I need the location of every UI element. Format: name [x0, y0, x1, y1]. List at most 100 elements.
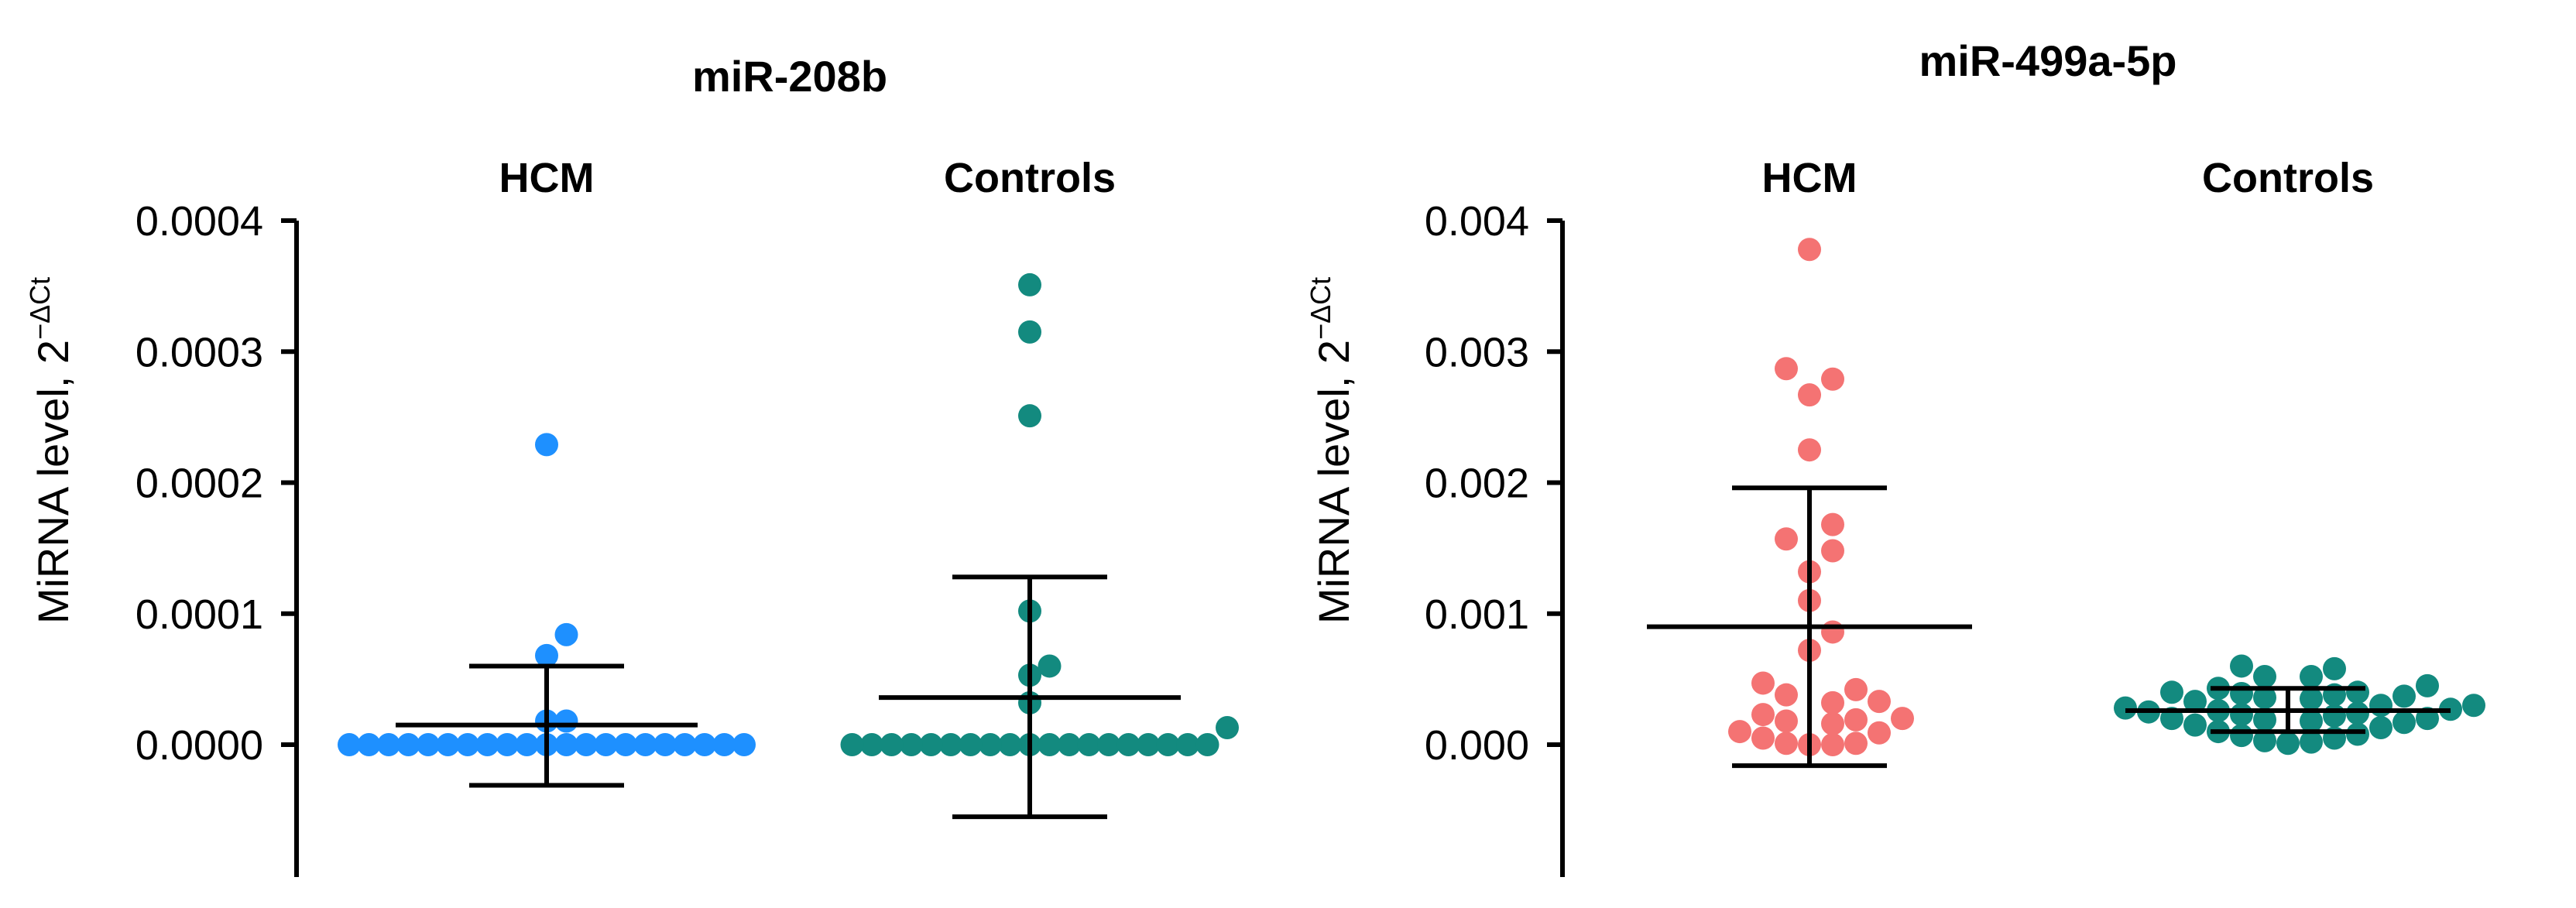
data-point-hcm — [1775, 732, 1798, 756]
data-point-controls — [2346, 701, 2369, 725]
data-point-controls — [2160, 680, 2183, 704]
data-point-controls — [2300, 709, 2323, 733]
data-points — [1728, 238, 2485, 756]
category-label-controls: Controls — [2202, 155, 2374, 201]
y-tick-label: 0.003 — [1425, 329, 1529, 375]
data-point-controls — [2323, 704, 2346, 728]
y-axis-label: MiRNA level, 2−ΔCt — [24, 277, 77, 624]
data-point-hcm — [1798, 238, 1821, 262]
data-point-hcm — [456, 733, 479, 756]
data-point-controls — [959, 733, 983, 756]
y-axis-label-text: MiRNA level, 2 — [1309, 340, 1358, 624]
data-point-controls — [900, 733, 923, 756]
y-tick-label: 0.002 — [1425, 461, 1529, 507]
data-point-controls — [2346, 722, 2369, 746]
data-point-hcm — [1798, 438, 1821, 462]
data-point-hcm — [633, 733, 657, 756]
data-point-hcm — [436, 733, 460, 756]
y-tick-label: 0.0002 — [135, 461, 263, 507]
data-point-controls — [2230, 703, 2253, 727]
data-point-controls — [2300, 687, 2323, 711]
data-point-hcm — [515, 733, 539, 756]
data-point-hcm — [1844, 677, 1868, 701]
data-point-controls — [2253, 664, 2276, 688]
chart-title: miR-208b — [692, 52, 887, 101]
data-point-hcm — [575, 733, 598, 756]
data-point-controls — [1018, 404, 1041, 428]
data-point-hcm — [1821, 539, 1844, 563]
data-point-controls — [2462, 694, 2485, 718]
data-point-hcm — [1821, 733, 1844, 756]
data-point-controls — [1097, 733, 1120, 756]
data-point-controls — [2183, 713, 2207, 737]
data-point-hcm — [1798, 383, 1821, 407]
data-point-hcm — [1844, 732, 1868, 756]
y-tick-label: 0.004 — [1425, 198, 1529, 245]
data-point-hcm — [535, 433, 558, 457]
data-point-hcm — [357, 733, 381, 756]
data-point-controls — [1038, 733, 1062, 756]
data-point-hcm — [1775, 357, 1798, 381]
category-label-controls: Controls — [944, 155, 1116, 201]
data-point-controls — [2253, 728, 2276, 752]
data-point-controls — [1137, 733, 1160, 756]
y-tick-label: 0.0003 — [135, 329, 263, 375]
data-point-hcm — [554, 733, 578, 756]
data-point-controls — [1176, 733, 1199, 756]
data-point-hcm — [475, 733, 499, 756]
y-axis-ticks: 0.000 0.001 0.002 0.003 0.004 — [1425, 198, 1562, 769]
data-point-controls — [2369, 694, 2392, 718]
data-point-hcm — [693, 733, 716, 756]
data-point-controls — [2392, 684, 2416, 708]
data-point-hcm — [1775, 709, 1798, 733]
data-point-controls — [1156, 733, 1180, 756]
data-point-hcm — [1775, 683, 1798, 707]
error-bars — [396, 574, 1181, 820]
data-point-hcm — [1821, 512, 1844, 536]
panel-mir-499a-5p: miR-499a-5p HCM Controls MiRNA level, 2−… — [1305, 36, 2485, 877]
data-point-hcm — [496, 733, 519, 756]
data-point-controls — [2300, 730, 2323, 754]
y-axis-label-superscript: −ΔCt — [1305, 277, 1336, 340]
data-point-controls — [998, 733, 1022, 756]
data-point-hcm — [1728, 720, 1751, 744]
data-point-controls — [2230, 654, 2253, 678]
data-point-hcm — [673, 733, 697, 756]
data-point-hcm — [554, 622, 578, 646]
y-axis-ticks: 0.0000 0.0001 0.0002 0.0003 0.0004 — [135, 198, 297, 769]
data-point-hcm — [338, 733, 361, 756]
data-point-controls — [1018, 272, 1041, 296]
data-point-hcm — [1844, 708, 1868, 732]
data-point-controls — [2276, 732, 2300, 756]
data-point-hcm — [1868, 721, 1891, 745]
y-axis-label: MiRNA level, 2−ΔCt — [1305, 277, 1358, 624]
data-point-hcm — [396, 733, 420, 756]
data-point-controls — [1018, 320, 1041, 344]
data-point-hcm — [417, 733, 440, 756]
data-point-hcm — [535, 643, 558, 667]
panel-mir-208b: miR-208b HCM Controls MiRNA level, 2−ΔCt… — [24, 52, 1239, 877]
category-label-hcm: HCM — [1762, 155, 1857, 201]
data-point-hcm — [1751, 703, 1775, 727]
data-point-controls — [939, 733, 962, 756]
data-point-controls — [2114, 696, 2137, 720]
data-point-controls — [2230, 681, 2253, 705]
y-axis-label-superscript: −ΔCt — [24, 277, 56, 340]
y-tick-label: 0.0004 — [135, 198, 263, 245]
data-point-controls — [2253, 708, 2276, 732]
data-point-controls — [1116, 733, 1141, 756]
y-tick-label: 0.001 — [1425, 591, 1529, 638]
data-point-controls — [919, 733, 943, 756]
data-point-hcm — [1821, 620, 1844, 644]
error-bars — [1647, 485, 2451, 769]
data-point-controls — [1058, 733, 1081, 756]
y-axis-label-text: MiRNA level, 2 — [29, 340, 77, 624]
data-point-controls — [2346, 680, 2369, 704]
data-point-controls — [2230, 724, 2253, 748]
category-label-hcm: HCM — [499, 155, 595, 201]
y-tick-label: 0.000 — [1425, 722, 1529, 769]
data-point-controls — [840, 733, 864, 756]
data-point-controls — [1038, 654, 1062, 678]
y-tick-label: 0.0000 — [135, 722, 263, 769]
